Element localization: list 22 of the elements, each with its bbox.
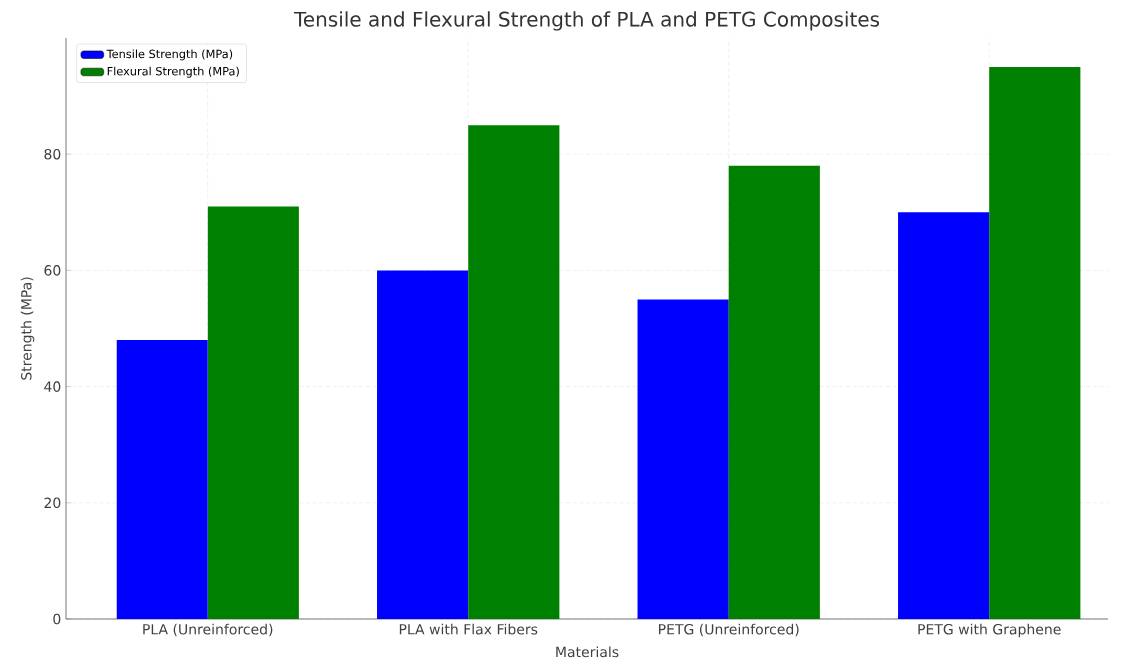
y-tick-label: 20 [44,497,61,509]
y-tick-label: 60 [44,265,61,276]
y-tick-label: 0 [53,613,61,625]
bar [116,340,208,619]
x-tick-label: PLA (Unreinforced) [143,623,273,637]
x-axis-title: Materials [556,646,619,658]
y-axis-title: Strength (MPa) [20,277,35,380]
bar [377,270,469,619]
y-tick-label: 40 [44,381,61,392]
x-tick-label: PLA with Flax Fibers [399,623,538,635]
bar [637,299,729,619]
bar [728,165,820,619]
legend-label: Flexural Strength (MPa) [107,66,239,78]
legend-label: Tensile Strength (MPa) [106,49,233,61]
bar [898,212,990,619]
chart-title: Tensile and Flexural Strength of PLA and PETG Composites [293,11,880,31]
x-tick-label: PETG (Unreinforced) [659,623,799,637]
bar [989,67,1081,619]
bar [207,206,299,619]
bar [468,125,560,619]
x-tick-label: PETG with Graphene [918,623,1061,638]
y-tick-label: 80 [44,148,61,160]
